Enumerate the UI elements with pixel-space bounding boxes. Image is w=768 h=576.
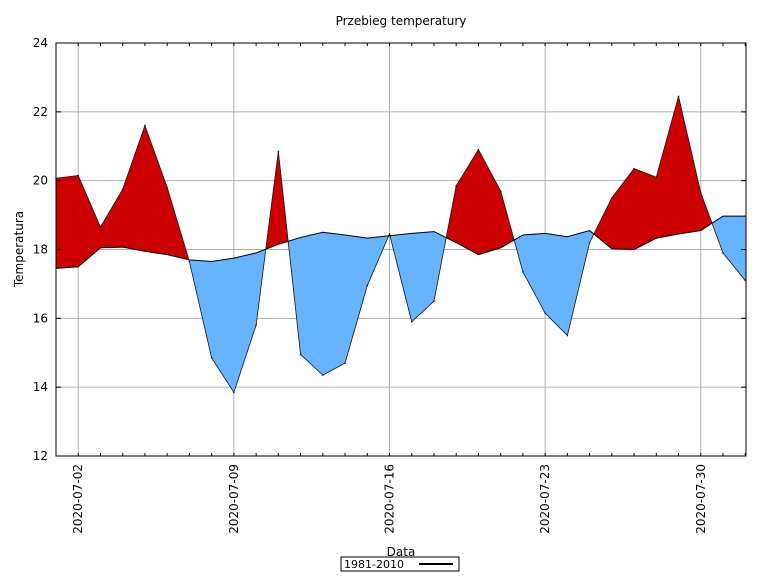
observed-point [77, 174, 80, 177]
observed-point [455, 185, 458, 187]
observed-point [433, 300, 435, 302]
observed-point [366, 284, 369, 287]
y-tick-label: 14 [33, 380, 48, 394]
above-normal-area [144, 125, 168, 256]
y-tick-label: 18 [33, 243, 48, 257]
observed-point [233, 391, 235, 394]
observed-point [722, 252, 724, 254]
above-normal-area [655, 96, 679, 239]
above-normal-area [455, 148, 479, 256]
observed-point [677, 95, 680, 98]
y-tick-label: 12 [33, 449, 48, 463]
above-normal-area [478, 149, 501, 256]
observed-point [477, 148, 480, 151]
observed-point [144, 124, 146, 127]
observed-point [522, 271, 524, 273]
below-normal-area [233, 252, 257, 393]
above-normal-area [77, 175, 101, 268]
x-tick-label: 2020-07-23 [538, 464, 552, 534]
x-tick-label: 2020-07-09 [227, 464, 241, 534]
observed-point [188, 260, 191, 263]
y-axis-label: Temperatura [12, 211, 26, 288]
above-normal-area [55, 175, 79, 269]
normal-1981-2010-line [55, 215, 746, 269]
observed-point [499, 190, 502, 192]
observed-point [299, 353, 302, 356]
above-normal-area [678, 96, 702, 235]
observed-point [655, 176, 658, 179]
below-normal-area [322, 231, 346, 376]
chart-title: Przebieg temperatury [336, 14, 467, 28]
observed-point [611, 197, 613, 199]
fill-layer [55, 96, 746, 394]
above-normal-area [633, 168, 657, 250]
observed-point [588, 241, 591, 244]
observed-point [166, 186, 168, 189]
legend-label-1981-2010: 1981-2010 [344, 558, 404, 571]
axis-layer [55, 42, 747, 457]
observed-point [633, 167, 635, 170]
observed-point [344, 362, 346, 364]
observed-point [388, 233, 391, 235]
observed-point [99, 226, 102, 228]
tick-label-layer: 12 14 16 18 20 22 24 2020-07-02 2020-07-09 2020-0… [33, 36, 708, 534]
line-layer [55, 95, 747, 394]
observed-temperature-line [55, 96, 746, 394]
below-normal-area [522, 232, 546, 314]
x-tick-label: 2020-07-02 [71, 464, 85, 534]
x-tick-label: 2020-07-16 [383, 464, 397, 534]
observed-point [544, 312, 546, 314]
observed-point [121, 188, 124, 191]
observed-point [322, 374, 324, 376]
observed-point [255, 324, 257, 327]
x-tick-label: 2020-07-30 [694, 464, 708, 534]
observed-point [566, 334, 569, 337]
above-normal-area [122, 125, 146, 252]
y-tick-label: 20 [33, 174, 48, 188]
observed-point [210, 357, 213, 359]
below-normal-area [567, 230, 590, 336]
plot-frame [55, 42, 747, 457]
x-axis-label: Data [387, 545, 416, 559]
observed-point [699, 191, 702, 194]
legend-box [340, 556, 460, 572]
y-tick-label: 22 [33, 105, 48, 119]
below-normal-area [722, 215, 746, 282]
below-normal-area [344, 234, 368, 364]
below-normal-area [411, 231, 435, 323]
above-normal-area [100, 188, 123, 249]
below-normal-area [544, 232, 568, 337]
below-normal-area [300, 231, 324, 376]
observed-point [277, 150, 280, 153]
observed-point [410, 320, 413, 323]
legend: 1981-2010 [340, 556, 460, 572]
below-normal-area [211, 257, 235, 394]
y-tick-label: 24 [33, 36, 48, 50]
y-tick-label: 16 [33, 311, 48, 325]
